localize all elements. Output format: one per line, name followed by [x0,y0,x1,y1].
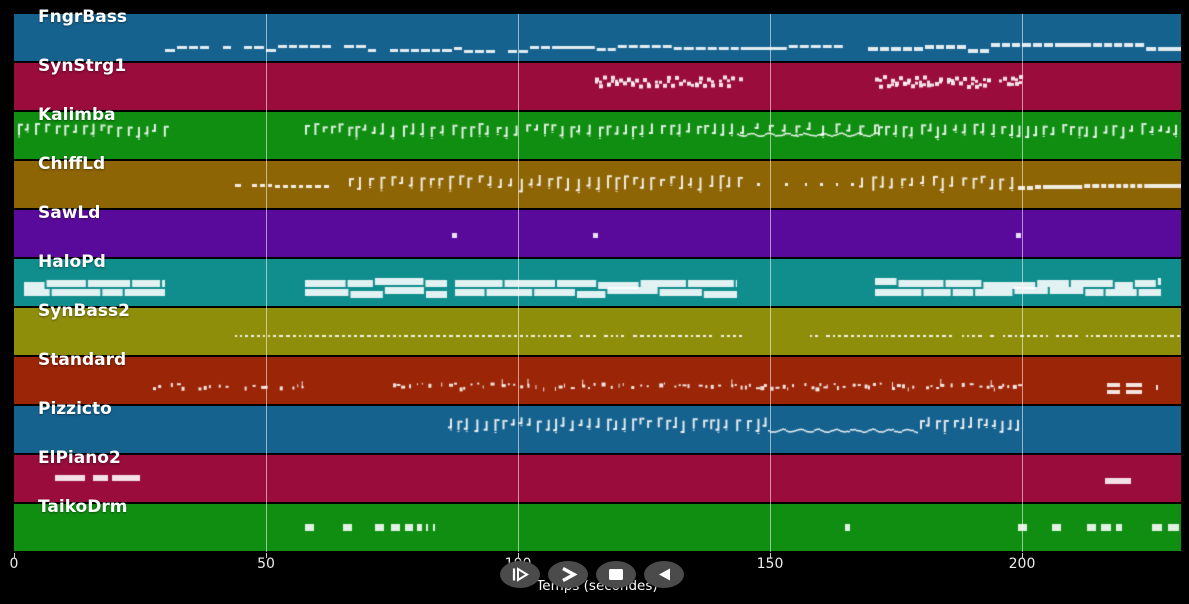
gridline [1022,14,1023,552]
fast-forward-icon [558,567,578,582]
track-rows [14,14,1181,551]
track-row-synstrg1 [14,63,1181,110]
gridline [266,14,267,552]
track-row-taikodrm [14,504,1181,551]
axis-tickmark [14,553,15,558]
rewind-icon [654,567,674,582]
gridline [518,14,519,552]
axis-tick-label: 50 [257,556,275,572]
tracks-plot-area: FngrBass SynStrg1 Kalimba ChiffLd SawLd HaloP… [14,7,1181,552]
track-row-kalimba [14,112,1181,159]
track-row-synbass2 [14,308,1181,355]
track-row-sawld [14,210,1181,257]
stop-icon [606,567,626,582]
track-row-standard [14,357,1181,404]
track-row-fngrbass [14,14,1181,61]
play-button[interactable] [500,561,540,588]
rewind-button[interactable] [644,561,684,588]
track-row-halopd [14,259,1181,306]
stop-button[interactable] [596,561,636,588]
axis-tickmark [266,553,267,558]
axis-tickmark [1022,553,1023,558]
axis-tick-label: 150 [756,556,784,572]
track-row-elpiano2 [14,455,1181,502]
play-icon [510,567,530,582]
axis-tick-label: 200 [1008,556,1036,572]
axis-tickmark [770,553,771,558]
track-row-pizzicto [14,406,1181,453]
axis-tickmark [518,553,519,558]
fast-forward-button[interactable] [548,561,588,588]
track-row-chiffld [14,161,1181,208]
axis-tick-label: 0 [9,556,19,572]
playback-controls [500,561,684,588]
gridline [770,14,771,552]
